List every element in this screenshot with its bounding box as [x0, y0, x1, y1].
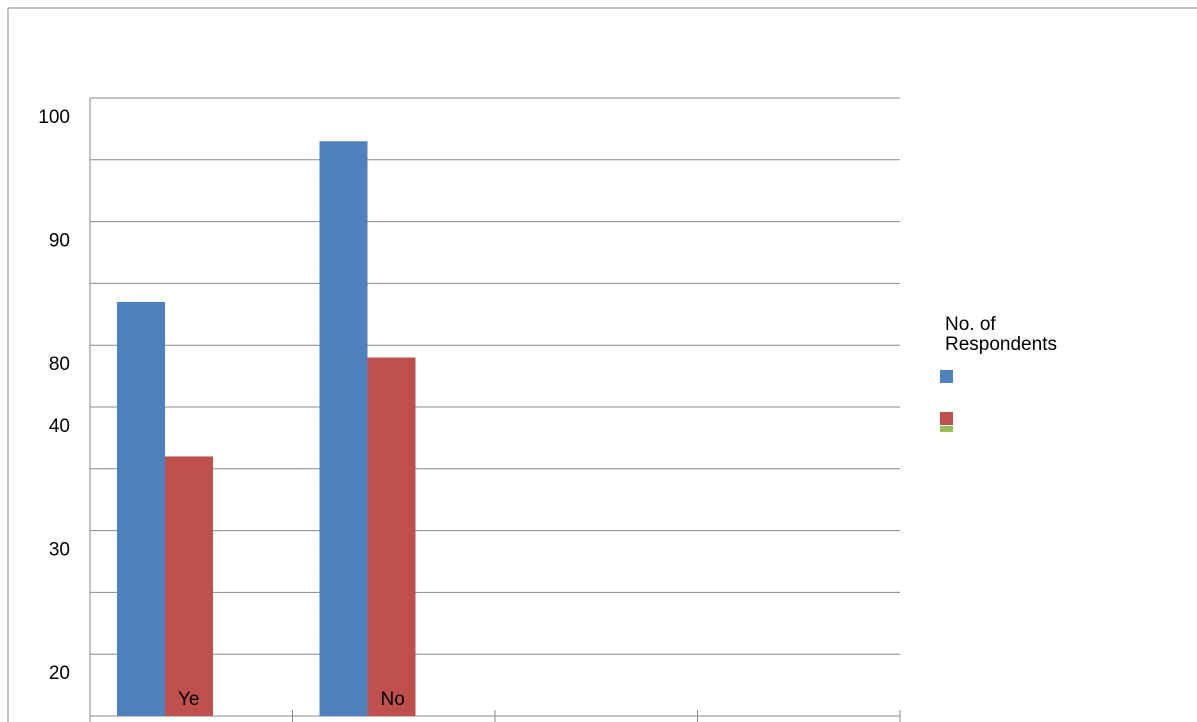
- legend-swatch: [940, 370, 953, 383]
- legend-swatch: [940, 426, 953, 432]
- bar: [320, 141, 368, 716]
- bar: [117, 302, 165, 716]
- y-tick-label: 20: [49, 663, 70, 684]
- y-tick-label: 30: [49, 540, 70, 561]
- y-tick-label: 100: [38, 107, 70, 128]
- x-tick-label: No: [381, 689, 405, 710]
- bar: [165, 456, 213, 716]
- legend-swatch: [940, 412, 953, 425]
- y-tick-label: 90: [49, 231, 70, 252]
- y-tick-label: 40: [49, 416, 70, 437]
- x-tick-label: Ye: [178, 689, 200, 710]
- y-tick-label: 80: [49, 354, 70, 375]
- chart: 20 30 40 80 90 100 Ye No No. ofRespondents: [0, 0, 1197, 722]
- bar: [368, 358, 416, 716]
- page: {"chart_data": {"type": "bar", "categori…: [0, 0, 1197, 722]
